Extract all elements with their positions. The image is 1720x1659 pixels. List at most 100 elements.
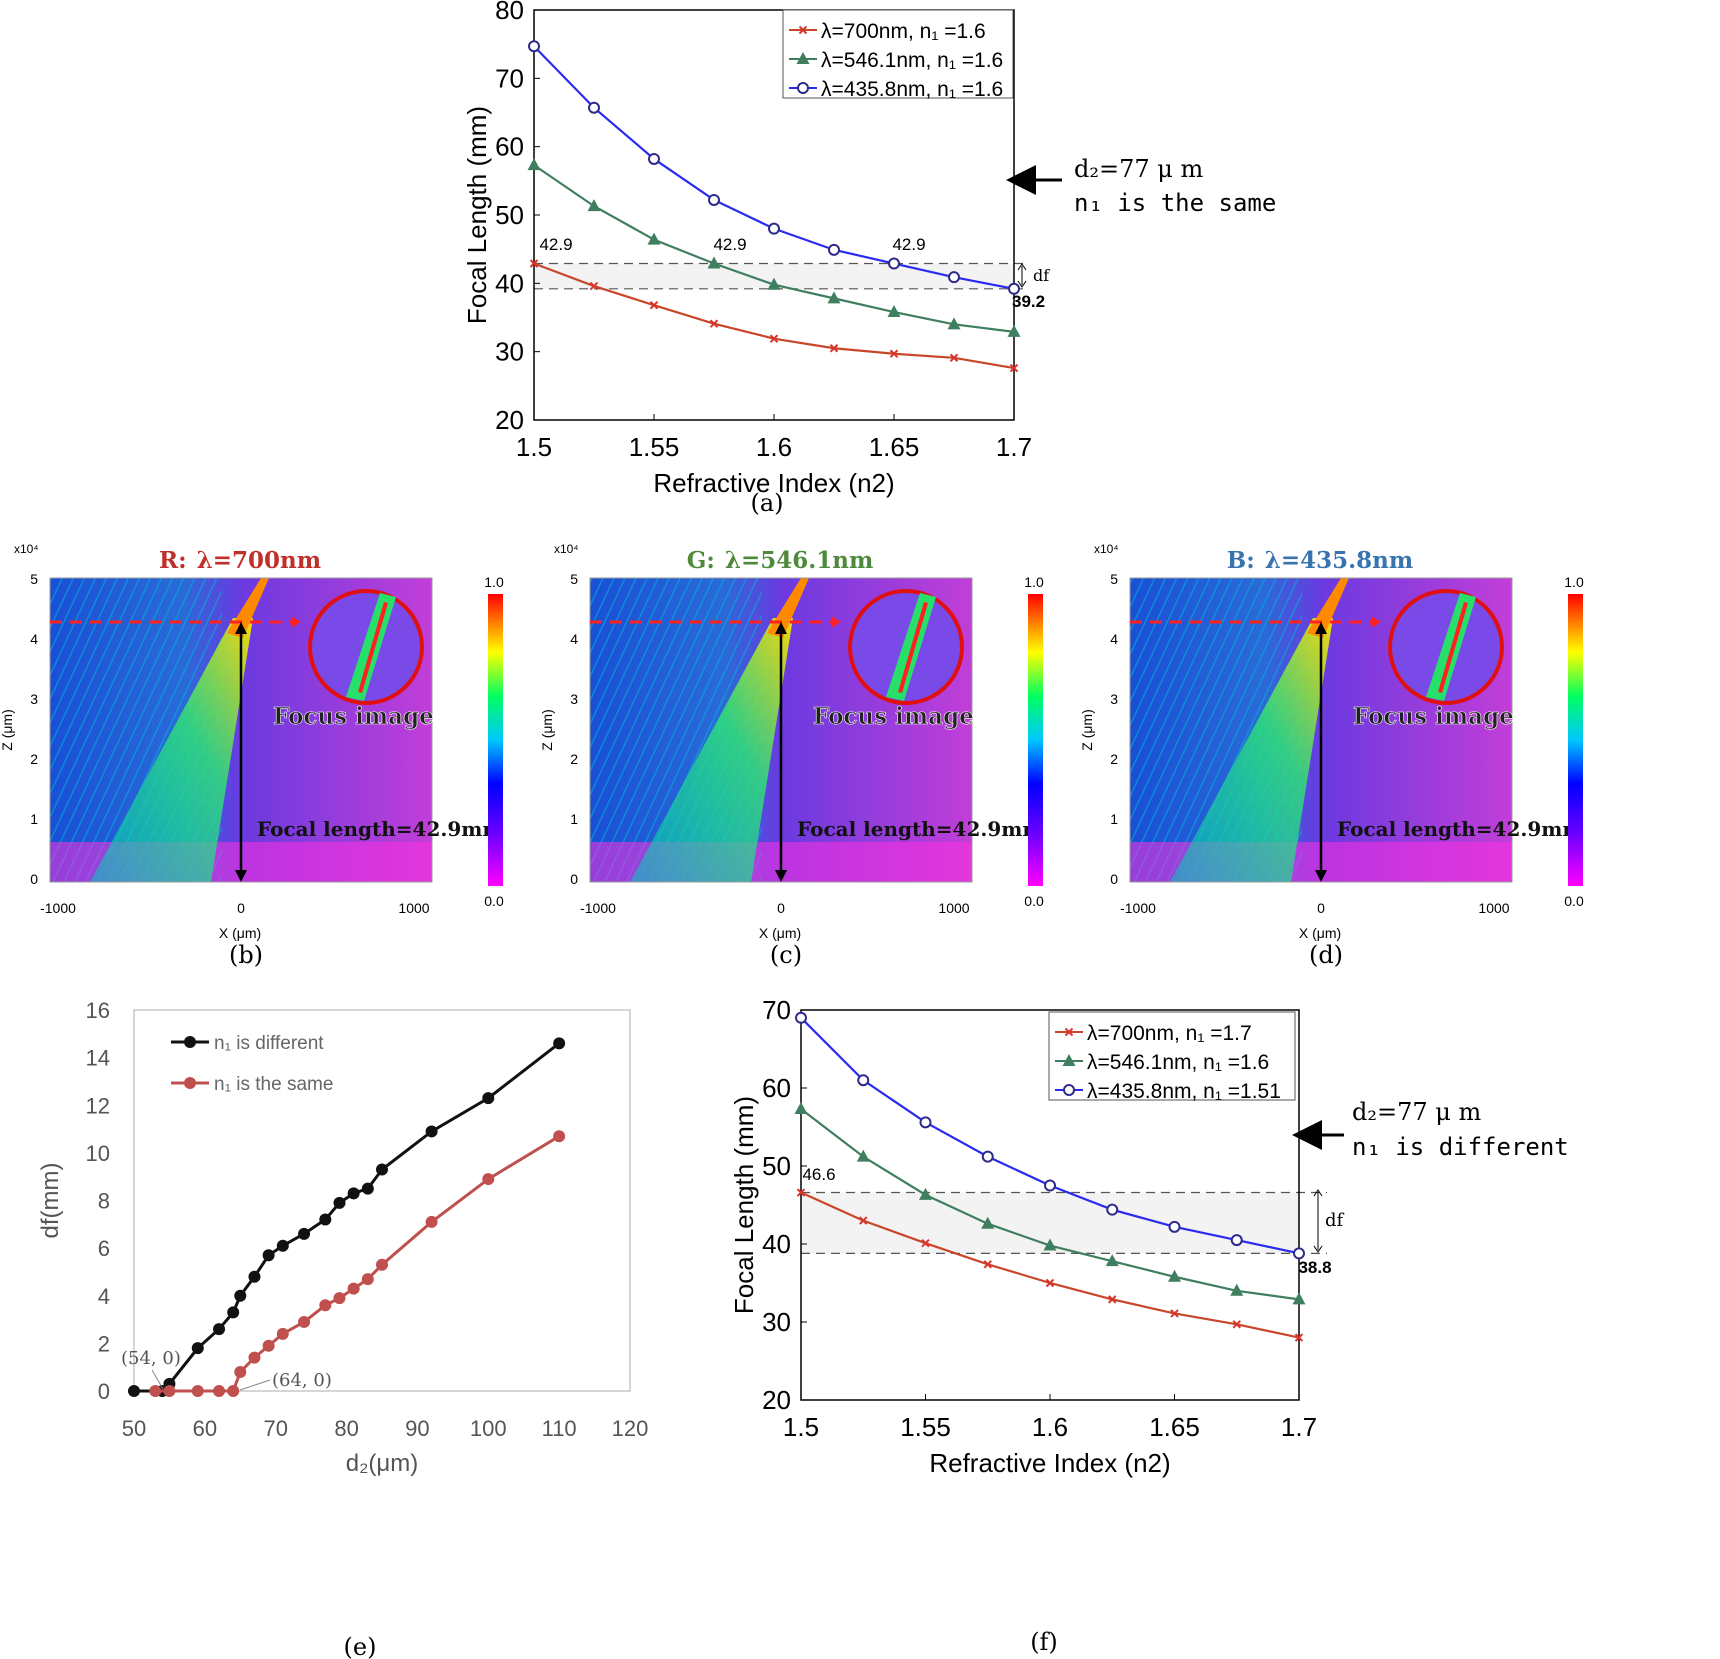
legend-entry: n₁ is different: [214, 1033, 324, 1054]
x-tick-label: 1.5: [516, 432, 552, 462]
x-tick-label: 0: [777, 900, 785, 916]
z-tick-label: 5: [30, 571, 38, 587]
data-point: [708, 193, 720, 206]
data-point: [213, 1323, 226, 1336]
focal-length-label: Focal length=42.9mm: [1337, 817, 1584, 841]
data-point: [227, 1385, 240, 1397]
annotation-leader: [239, 1379, 271, 1391]
data-point: [889, 349, 899, 358]
annotation-value: 42.9: [539, 235, 572, 254]
x-tick-label: -1000: [40, 900, 76, 916]
y-tick-label: 8: [98, 1189, 110, 1214]
series-line: [155, 1134, 560, 1393]
legend-box: [1048, 1011, 1296, 1101]
axis-exponent: x10⁴: [554, 542, 579, 556]
z-tick-label: 3: [570, 691, 578, 707]
note-line-2: n₁ is different: [1352, 1133, 1569, 1161]
data-point: [527, 158, 541, 171]
x-tick-label: 1.6: [756, 432, 792, 462]
data-point: [425, 1125, 438, 1138]
legend-swatch-marker: [797, 82, 809, 94]
data-point: [191, 1385, 204, 1397]
z-tick-label: 5: [570, 571, 578, 587]
annotation-value: 42.9: [892, 235, 925, 254]
field-panel-0: Focus image Focal length=42.9mm R: λ=700nm 0…: [0, 542, 504, 969]
chart-f: 1.5 1.55 1.6 1.65 1.7 20 30 40 50 60 70 Refractive …: [729, 995, 1569, 1656]
y-tick-label: 30: [495, 337, 524, 367]
y-tick-label: 70: [495, 63, 524, 93]
data-point: [482, 1173, 495, 1186]
y-tick-label: 80: [495, 0, 524, 25]
y-tick-label: 50: [495, 200, 524, 230]
data-point: [888, 257, 900, 270]
panel-title: G: λ=546.1nm: [687, 547, 874, 574]
data-point: [376, 1163, 388, 1176]
focus-plane-arrowhead: [831, 616, 841, 628]
caption: (b): [229, 941, 263, 969]
y-axis-label: df(mm): [37, 1163, 64, 1239]
z-tick-label: 0: [570, 871, 578, 887]
focus-inset-core: [1438, 602, 1468, 693]
caption: (f): [1030, 1628, 1058, 1656]
x-tick-label: 80: [334, 1416, 358, 1441]
plot-frame: [133, 1009, 631, 1392]
focus-inset-core: [358, 602, 388, 693]
data-point: [333, 1196, 346, 1209]
x-tick-label: 1000: [938, 900, 969, 916]
data-point: [649, 300, 659, 310]
df-label: df: [1033, 266, 1050, 285]
x-tick-label: 0: [1317, 900, 1325, 916]
z-tick-label: 3: [1110, 691, 1118, 707]
data-point: [1044, 1179, 1056, 1192]
data-point: [191, 1342, 204, 1355]
z-tick-label: 2: [30, 751, 38, 767]
note-line-1: d₂=77 μ m: [1074, 155, 1203, 183]
series-0: [529, 259, 1019, 373]
data-point: [425, 1215, 438, 1228]
annotations-a: 42.9 42.9 42.9 39.2 df d₂=77 μ m n₁ is the sam…: [539, 155, 1276, 517]
data-point: [948, 271, 960, 284]
data-point: [376, 1258, 388, 1271]
data-point: [298, 1315, 311, 1328]
x-axis-label: Refractive Index (n2): [653, 468, 894, 498]
data-point: [213, 1385, 226, 1397]
z-tick-label: 2: [1110, 751, 1118, 767]
colorbar-min: 0.0: [484, 893, 504, 909]
series-1: [794, 1102, 1306, 1305]
data-point: [1168, 1269, 1181, 1282]
legend-swatch-marker: [1064, 1027, 1074, 1037]
series-2: [795, 1011, 1305, 1260]
annotation-value: 38.8: [1298, 1258, 1331, 1277]
legend-entry: n₁ is the same: [214, 1074, 333, 1095]
data-point: [298, 1227, 311, 1240]
y-tick-label: 6: [98, 1236, 110, 1261]
data-point: [1230, 1234, 1243, 1247]
x-axis-label: X (μm): [1299, 925, 1341, 941]
data-point: [528, 40, 540, 53]
series-1: [527, 158, 1021, 337]
series-2: [528, 40, 1020, 295]
x-tick-label: 120: [612, 1416, 649, 1441]
focused-beam: [1170, 618, 1333, 882]
z-tick-label: 1: [570, 811, 578, 827]
legend-entry: λ=546.1nm, n₁ =1.6: [1087, 1051, 1269, 1074]
y-tick-label: 20: [495, 405, 524, 435]
z-tick-label: 4: [30, 631, 38, 647]
data-point: [234, 1289, 247, 1302]
y-axis-label: Focal Length (mm): [729, 1096, 759, 1314]
z-axis-label: Z (μm): [0, 709, 15, 751]
data-point: [149, 1385, 162, 1397]
df-label: df: [1325, 1210, 1345, 1231]
field-panel-1: Focus image Focal length=42.9mm G: λ=546.1n…: [539, 542, 1044, 969]
x-tick-label: 1.7: [1281, 1412, 1317, 1442]
z-tick-label: 4: [570, 631, 578, 647]
data-point: [276, 1239, 289, 1252]
data-point: [829, 344, 839, 353]
data-point: [919, 1116, 932, 1129]
data-point: [949, 353, 959, 363]
data-point: [983, 1260, 992, 1269]
annotation-value: 46.6: [802, 1165, 835, 1184]
panel-title-wavelength: λ=546.1nm: [725, 547, 873, 574]
data-point: [1043, 1238, 1057, 1251]
data-point: [248, 1351, 261, 1364]
